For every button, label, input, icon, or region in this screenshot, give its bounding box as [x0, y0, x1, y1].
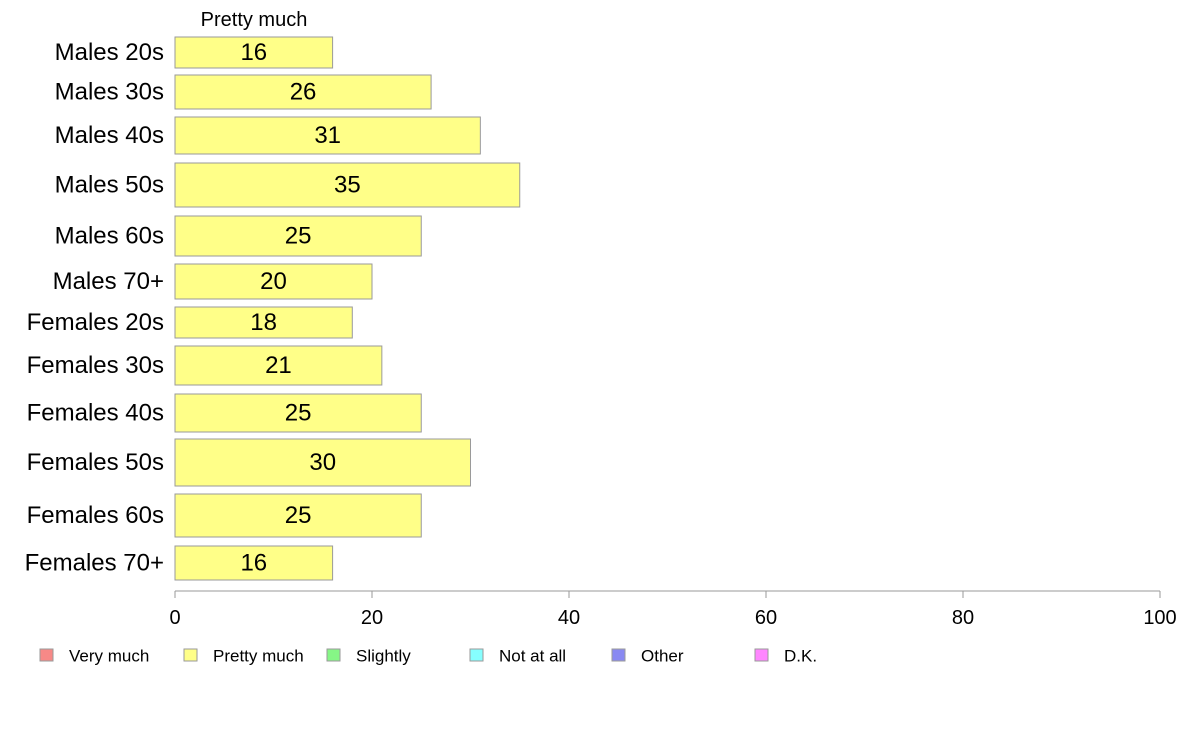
- value-label: 18: [250, 309, 277, 336]
- bar: [174, 545, 334, 581]
- value-label: 25: [285, 400, 312, 427]
- x-tick-label: 100: [1143, 607, 1176, 629]
- bar: [174, 36, 334, 69]
- value-label: 16: [240, 39, 267, 66]
- value-label: 20: [260, 268, 287, 295]
- legend-label: Pretty much: [213, 647, 304, 666]
- bar: [174, 306, 353, 339]
- value-labels: 16 26 31 35 25 20 18 21 25 30 25 16: [240, 39, 360, 577]
- bars-group: [174, 36, 521, 581]
- category-label: Females 70+: [25, 550, 164, 577]
- category-label: Females 50s: [27, 449, 164, 476]
- bar: [174, 74, 432, 110]
- x-tick-label: 0: [169, 607, 180, 629]
- legend: Very much Pretty much Slightly Not at all Ot…: [39, 647, 817, 666]
- legend-label: D.K.: [784, 647, 817, 666]
- value-label: 25: [285, 223, 312, 250]
- legend-label: Slightly: [356, 647, 411, 666]
- x-axis: 0 20 40 60 80 100: [169, 590, 1177, 629]
- category-label: Males 40s: [55, 122, 164, 149]
- legend-swatch: [326, 648, 341, 662]
- bar: [174, 345, 383, 386]
- x-tick-label: 20: [361, 607, 383, 629]
- category-label: Males 50s: [55, 172, 164, 199]
- legend-swatch: [39, 648, 54, 662]
- bar: [174, 263, 373, 300]
- legend-label: Other: [641, 647, 684, 666]
- value-label: 16: [240, 550, 267, 577]
- bar: [174, 162, 521, 208]
- category-label: Females 30s: [27, 352, 164, 379]
- category-label: Females 60s: [27, 502, 164, 529]
- value-label: 30: [309, 449, 336, 476]
- legend-label: Very much: [69, 647, 149, 666]
- bar: [174, 493, 422, 538]
- value-label: 21: [265, 352, 292, 379]
- legend-swatch: [183, 648, 198, 662]
- category-label: Males 60s: [55, 223, 164, 250]
- value-label: 35: [334, 172, 361, 199]
- column-header: Pretty much: [201, 9, 308, 31]
- bar: [174, 215, 422, 257]
- bar: [174, 393, 422, 433]
- bar: [174, 438, 471, 487]
- category-label: Males 30s: [55, 79, 164, 106]
- x-tick-label: 40: [558, 607, 580, 629]
- x-tick-label: 80: [952, 607, 974, 629]
- category-labels: Males 20s Males 30s Males 40s Males 50s Male…: [25, 39, 164, 577]
- category-label: Females 40s: [27, 400, 164, 427]
- legend-label: Not at all: [499, 647, 566, 666]
- category-label: Males 70+: [53, 268, 164, 295]
- legend-swatch: [754, 648, 769, 662]
- legend-swatch: [611, 648, 626, 662]
- value-label: 26: [290, 79, 317, 106]
- bar: [174, 116, 481, 155]
- legend-swatch: [469, 648, 484, 662]
- category-label: Males 20s: [55, 39, 164, 66]
- value-label: 31: [314, 122, 341, 149]
- category-label: Females 20s: [27, 309, 164, 336]
- value-label: 25: [285, 502, 312, 529]
- x-tick-label: 60: [755, 607, 777, 629]
